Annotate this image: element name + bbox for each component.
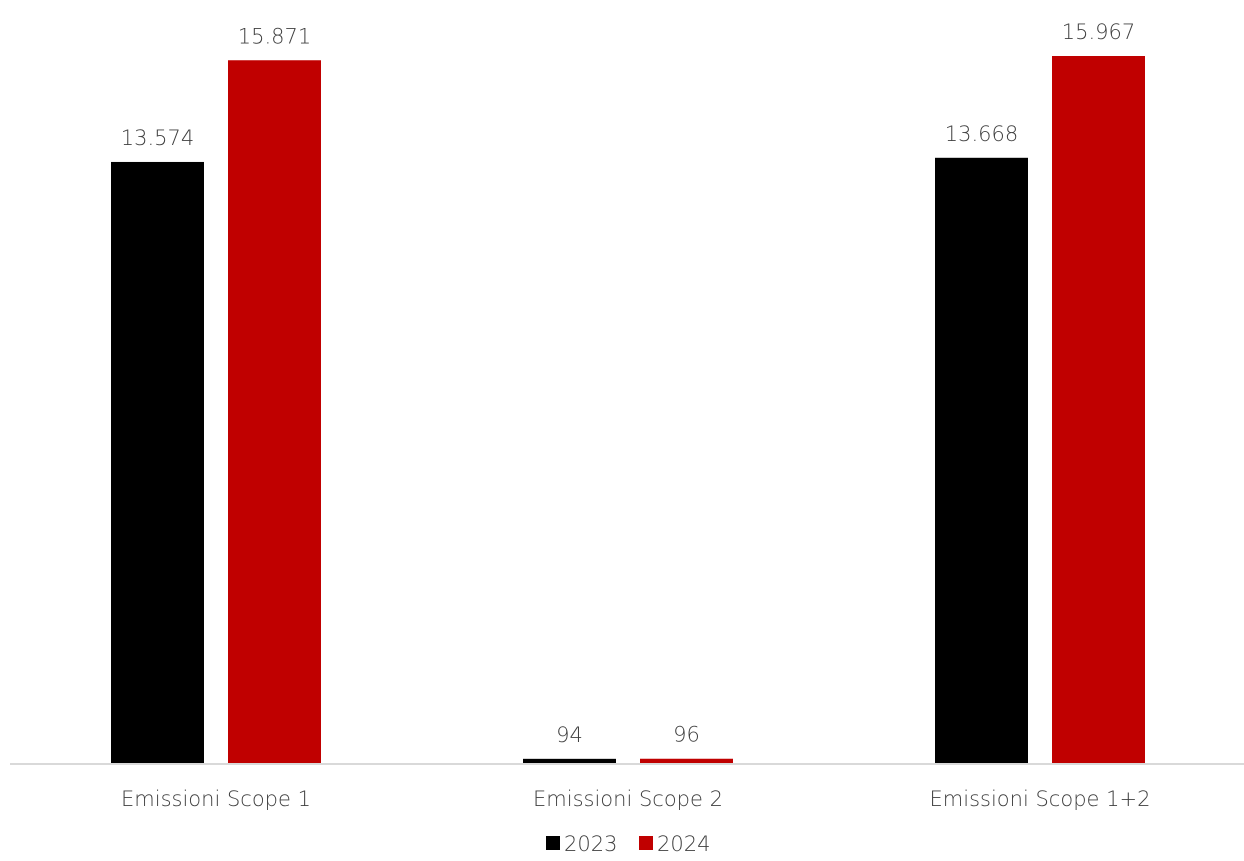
legend-swatch-2024: [639, 836, 653, 850]
legend: 2023 2024: [546, 832, 710, 856]
bars-layer: [111, 56, 1145, 764]
category-label-3: Emissioni Scope 1+2: [930, 787, 1151, 811]
bar-2024-3: [1052, 56, 1145, 763]
legend-label-2024: 2024: [657, 832, 710, 856]
data-label-2023-3: 13.668: [945, 122, 1018, 146]
category-label-2: Emissioni Scope 2: [533, 787, 723, 811]
data-label-2024-3: 15.967: [1062, 20, 1135, 44]
legend-swatch-2023: [546, 836, 560, 850]
bar-2024-2: [640, 758, 733, 763]
bar-2023-2: [523, 758, 616, 763]
data-label-2024-2: 96: [673, 723, 700, 747]
data-label-2023-1: 13.574: [121, 126, 194, 150]
category-label-1: Emissioni Scope 1: [121, 787, 311, 811]
value-labels-layer: 13.574 15.871 94 96 13.668 15.967: [121, 20, 1135, 747]
category-labels-layer: Emissioni Scope 1 Emissioni Scope 2 Emissi…: [121, 787, 1150, 811]
data-label-2024-1: 15.871: [238, 24, 311, 48]
bar-2023-3: [935, 157, 1028, 764]
legend-label-2023: 2023: [564, 832, 617, 856]
bar-2023-1: [111, 161, 204, 763]
bar-2024-1: [228, 60, 321, 763]
data-label-2023-2: 94: [556, 723, 583, 747]
